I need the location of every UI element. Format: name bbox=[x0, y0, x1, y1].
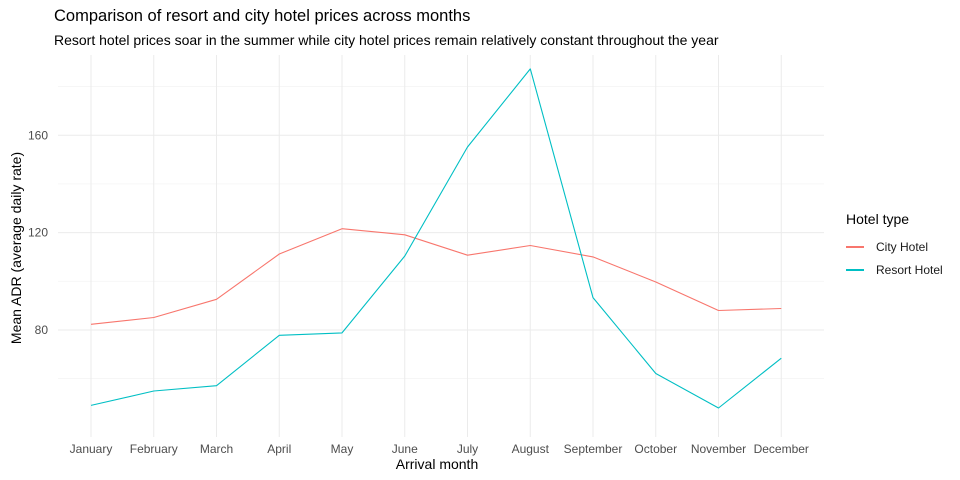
x-tick-label: November bbox=[691, 442, 746, 456]
y-axis-title: Mean ADR (average daily rate) bbox=[8, 152, 24, 344]
y-axis-ticks: 80 120 160 bbox=[28, 128, 48, 337]
minor-gridlines bbox=[58, 86, 824, 379]
x-tick-label: April bbox=[267, 442, 291, 456]
chart-subtitle: Resort hotel prices soar in the summer w… bbox=[54, 32, 719, 48]
major-gridlines bbox=[58, 55, 824, 437]
x-tick-label: December bbox=[754, 442, 809, 456]
x-tick-label: May bbox=[331, 442, 354, 456]
series-line-resort-hotel bbox=[90, 68, 782, 409]
x-tick-label: October bbox=[634, 442, 677, 456]
legend-item: City Hotel bbox=[846, 235, 943, 258]
legend-key bbox=[846, 245, 864, 248]
x-tick-label: March bbox=[200, 442, 233, 456]
x-tick-label: February bbox=[130, 442, 178, 456]
chart-title: Comparison of resort and city hotel pric… bbox=[54, 7, 471, 25]
x-tick-label: August bbox=[512, 442, 550, 456]
legend-title: Hotel type bbox=[846, 211, 910, 227]
x-tick-label: September bbox=[564, 442, 623, 456]
series-lines bbox=[90, 68, 782, 409]
legend-label: Resort Hotel bbox=[876, 262, 943, 277]
x-tick-label: July bbox=[457, 442, 478, 456]
legend-label: City Hotel bbox=[876, 239, 929, 254]
x-axis-title: Arrival month bbox=[396, 456, 478, 472]
legend-item: Resort Hotel bbox=[846, 258, 943, 281]
y-tick-label: 120 bbox=[28, 226, 48, 240]
y-tick-label: 160 bbox=[28, 128, 48, 142]
x-axis-ticks: January February March April May June July Augu… bbox=[70, 442, 809, 456]
x-tick-label: June bbox=[392, 442, 418, 456]
legend: Hotel type City Hotel Resort Hotel bbox=[846, 211, 943, 281]
y-tick-label: 80 bbox=[35, 323, 49, 337]
series-line-city-hotel bbox=[90, 228, 782, 325]
legend-key bbox=[846, 268, 864, 271]
x-tick-label: January bbox=[70, 442, 113, 456]
